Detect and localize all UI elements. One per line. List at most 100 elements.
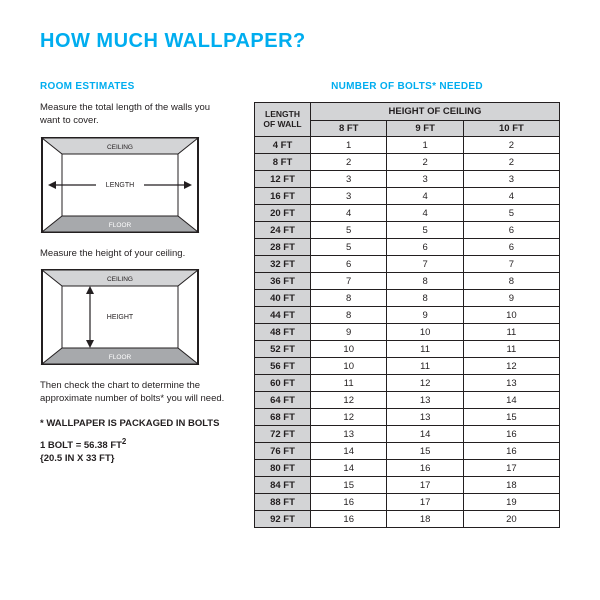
table-cell: 11 — [387, 341, 463, 358]
bolts-table: LENGTHOF WALL HEIGHT OF CEILING 8 FT 9 F… — [254, 102, 560, 528]
table-cell: 8 — [311, 307, 387, 324]
instruction-3: Then check the chart to determine the ap… — [40, 380, 230, 406]
table-cell: 12 — [311, 392, 387, 409]
row-head: 40 FT — [255, 290, 311, 307]
instruction-1: Measure the total length of the walls yo… — [40, 102, 230, 128]
row-head: 76 FT — [255, 443, 311, 460]
room-diagram-height: CEILING FLOOR HEIGHT — [40, 268, 200, 366]
table-row: 36 FT788 — [255, 273, 560, 290]
svg-text:CEILING: CEILING — [107, 276, 133, 283]
table-cell: 17 — [387, 477, 463, 494]
svg-text:HEIGHT: HEIGHT — [107, 314, 134, 321]
footnote: * WALLPAPER IS PACKAGED IN BOLTS 1 BOLT … — [40, 418, 230, 466]
table-row: 44 FT8910 — [255, 307, 560, 324]
table-cell: 16 — [311, 494, 387, 511]
row-head: 16 FT — [255, 188, 311, 205]
table-cell: 3 — [311, 188, 387, 205]
table-row: 60 FT111213 — [255, 375, 560, 392]
table-cell: 14 — [311, 443, 387, 460]
row-head: 28 FT — [255, 239, 311, 256]
table-cell: 14 — [311, 460, 387, 477]
table-cell: 6 — [463, 222, 559, 239]
table-cell: 5 — [311, 222, 387, 239]
table-cell: 8 — [463, 273, 559, 290]
row-head: 60 FT — [255, 375, 311, 392]
svg-text:FLOOR: FLOOR — [109, 222, 132, 229]
table-cell: 7 — [311, 273, 387, 290]
row-head: 12 FT — [255, 171, 311, 188]
table-row: 76 FT141516 — [255, 443, 560, 460]
table-cell: 18 — [387, 511, 463, 528]
table-cell: 13 — [463, 375, 559, 392]
row-head: 36 FT — [255, 273, 311, 290]
table-row: 72 FT131416 — [255, 426, 560, 443]
svg-text:LENGTH: LENGTH — [106, 182, 134, 189]
table-row: 8 FT222 — [255, 154, 560, 171]
row-head: 20 FT — [255, 205, 311, 222]
table-row: 68 FT121315 — [255, 409, 560, 426]
table-cell: 12 — [311, 409, 387, 426]
table-corner-header: LENGTHOF WALL — [255, 103, 311, 137]
row-head: 84 FT — [255, 477, 311, 494]
content-columns: ROOM ESTIMATES Measure the total length … — [40, 81, 560, 528]
table-cell: 5 — [311, 239, 387, 256]
row-head: 56 FT — [255, 358, 311, 375]
row-head: 24 FT — [255, 222, 311, 239]
table-cell: 6 — [387, 239, 463, 256]
table-cell: 16 — [463, 426, 559, 443]
table-row: 16 FT344 — [255, 188, 560, 205]
table-cell: 4 — [387, 188, 463, 205]
row-head: 52 FT — [255, 341, 311, 358]
left-column: ROOM ESTIMATES Measure the total length … — [40, 81, 230, 528]
table-cell: 16 — [311, 511, 387, 528]
table-cell: 1 — [311, 137, 387, 154]
table-cell: 3 — [463, 171, 559, 188]
table-cell: 2 — [463, 154, 559, 171]
table-cell: 5 — [387, 222, 463, 239]
table-cell: 19 — [463, 494, 559, 511]
row-head: 68 FT — [255, 409, 311, 426]
table-cell: 15 — [311, 477, 387, 494]
row-head: 80 FT — [255, 460, 311, 477]
table-cell: 11 — [387, 358, 463, 375]
table-row: 40 FT889 — [255, 290, 560, 307]
row-head: 44 FT — [255, 307, 311, 324]
table-cell: 4 — [387, 205, 463, 222]
table-cell: 10 — [387, 324, 463, 341]
row-head: 92 FT — [255, 511, 311, 528]
footnote-packaged: * WALLPAPER IS PACKAGED IN BOLTS — [40, 418, 230, 431]
table-cell: 12 — [463, 358, 559, 375]
table-cell: 10 — [311, 358, 387, 375]
table-cell: 5 — [463, 205, 559, 222]
table-cell: 15 — [463, 409, 559, 426]
table-cell: 8 — [311, 290, 387, 307]
table-cell: 20 — [463, 511, 559, 528]
row-head: 48 FT — [255, 324, 311, 341]
table-row: 12 FT333 — [255, 171, 560, 188]
table-cell: 9 — [463, 290, 559, 307]
table-body: 4 FT1128 FT22212 FT33316 FT34420 FT44524… — [255, 137, 560, 528]
table-cell: 3 — [311, 171, 387, 188]
table-cell: 6 — [463, 239, 559, 256]
table-row: 52 FT101111 — [255, 341, 560, 358]
table-cell: 9 — [387, 307, 463, 324]
row-head: 8 FT — [255, 154, 311, 171]
room-estimates-heading: ROOM ESTIMATES — [40, 81, 230, 92]
row-head: 72 FT — [255, 426, 311, 443]
bolts-needed-heading: NUMBER OF BOLTS* NEEDED — [254, 81, 560, 92]
room-diagram-length: CEILING FLOOR LENGTH — [40, 136, 200, 234]
table-cell: 13 — [311, 426, 387, 443]
instruction-2: Measure the height of your ceiling. — [40, 248, 230, 261]
footnote-bolt-dim: {20.5 IN X 33 FT} — [40, 453, 230, 466]
table-cell: 16 — [387, 460, 463, 477]
table-cell: 12 — [387, 375, 463, 392]
row-head: 32 FT — [255, 256, 311, 273]
table-row: 4 FT112 — [255, 137, 560, 154]
table-cell: 14 — [463, 392, 559, 409]
table-cell: 9 — [311, 324, 387, 341]
table-cell: 8 — [387, 273, 463, 290]
table-cell: 3 — [387, 171, 463, 188]
right-column: NUMBER OF BOLTS* NEEDED LENGTHOF WALL HE… — [254, 81, 560, 528]
table-cell: 18 — [463, 477, 559, 494]
row-head: 4 FT — [255, 137, 311, 154]
